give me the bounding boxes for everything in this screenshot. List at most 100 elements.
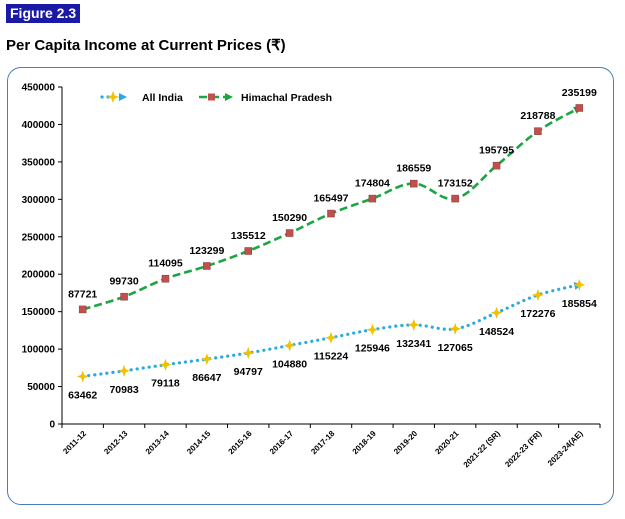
data-point-himachal-pradesh (575, 104, 584, 112)
data-point-himachal-pradesh (368, 194, 377, 203)
data-label: 70983 (109, 384, 138, 396)
data-label: 114095 (148, 258, 183, 270)
data-point-all-india (407, 318, 420, 331)
series-layer (76, 104, 586, 383)
data-label: 174804 (355, 178, 390, 190)
x-tick-label: 2018-19 (351, 429, 379, 457)
x-tick-label: 2012-13 (102, 429, 130, 457)
x-tick-label: 2017-18 (309, 429, 337, 457)
x-tick-label: 2022-23 (FR) (503, 429, 543, 469)
data-label: 94797 (234, 366, 263, 378)
data-label: 165497 (313, 193, 348, 205)
data-point-himachal-pradesh (492, 161, 501, 170)
legend-label-all-india: All India (142, 92, 183, 104)
data-label: 79118 (151, 378, 180, 390)
point-marker (76, 370, 89, 383)
data-point-himachal-pradesh (410, 179, 418, 188)
legend-marker-himachal-pradesh (208, 93, 215, 101)
point-marker (490, 306, 503, 319)
data-point-himachal-pradesh (78, 305, 87, 314)
y-tick-label: 50000 (27, 382, 55, 393)
point-marker (242, 347, 255, 360)
data-label: 186559 (396, 163, 431, 175)
point-marker (200, 353, 213, 366)
data-point-all-india (366, 323, 379, 336)
data-point-all-india (118, 364, 131, 377)
data-point-all-india (159, 358, 172, 371)
data-point-all-india (449, 322, 462, 335)
data-point-himachal-pradesh (244, 247, 252, 255)
data-label: 86647 (192, 372, 221, 384)
data-point-all-india (200, 353, 213, 366)
point-marker (531, 288, 544, 301)
y-tick-label: 0 (49, 420, 55, 431)
chart-frame (7, 67, 614, 505)
data-point-all-india (573, 278, 586, 291)
point-marker (325, 331, 337, 344)
data-label: 172276 (520, 308, 555, 320)
data-label: 150290 (272, 212, 307, 224)
legend-marker-all-india (107, 91, 119, 103)
data-label: 63462 (68, 389, 97, 401)
point-marker (366, 323, 379, 336)
data-point-himachal-pradesh (161, 274, 170, 283)
data-label: 99730 (109, 276, 138, 288)
y-tick-label: 400000 (22, 120, 56, 131)
data-label: 132341 (396, 338, 431, 350)
data-label: 173152 (438, 178, 473, 190)
data-label: 218788 (520, 110, 555, 122)
x-tick-label: 2015-16 (227, 429, 255, 457)
labels-layer: 63462 70983 79118 86647 94797 104880 115224 125… (68, 87, 597, 402)
data-label: 115224 (314, 351, 349, 363)
data-label: 135512 (231, 230, 266, 242)
x-tick-label: 2016-17 (268, 429, 296, 457)
y-tick-label: 200000 (22, 270, 56, 281)
y-tick-label: 300000 (22, 195, 56, 206)
chart-title: Per Capita Income at Current Prices (₹) (6, 37, 286, 54)
data-point-himachal-pradesh (120, 292, 128, 301)
point-marker (573, 278, 586, 291)
data-label: 148524 (479, 326, 514, 338)
x-tick-label: 2021-22 (SR) (462, 429, 503, 470)
data-label: 87721 (68, 288, 97, 300)
point-marker (118, 364, 131, 377)
y-tick-label: 350000 (22, 157, 56, 168)
data-point-all-india (76, 370, 89, 383)
point-marker (449, 322, 462, 335)
data-label: 127065 (438, 342, 473, 354)
x-tick-label: 2023-24(AE) (546, 429, 585, 468)
legend: All India Himachal Pradesh (100, 91, 332, 104)
data-point-himachal-pradesh (451, 194, 459, 203)
data-point-all-india (490, 306, 503, 319)
series-line-himachal-pradesh (82, 106, 582, 311)
figure-label: Figure 2.3 (6, 4, 81, 23)
data-point-himachal-pradesh (327, 209, 335, 218)
y-tick-label: 450000 (22, 83, 56, 94)
data-point-all-india (531, 288, 544, 301)
point-marker (283, 339, 296, 352)
x-tick-label: 2013-14 (144, 429, 172, 457)
data-point-himachal-pradesh (534, 127, 542, 135)
point-marker (159, 358, 172, 371)
x-tick-label: 2020-21 (433, 429, 461, 457)
data-point-himachal-pradesh (203, 262, 211, 270)
axes: 0 50000 100000 150000 200000 250000 300000 3500… (22, 83, 601, 470)
data-point-all-india (283, 339, 296, 352)
data-label: 195795 (479, 145, 514, 157)
point-marker (407, 318, 420, 331)
y-tick-label: 100000 (22, 345, 56, 356)
x-tick-label: 2014-15 (185, 429, 213, 457)
data-point-all-india (325, 331, 337, 344)
data-label: 123299 (189, 245, 224, 257)
legend-label-himachal-pradesh: Himachal Pradesh (241, 92, 332, 104)
data-label: 185854 (562, 298, 597, 310)
y-tick-label: 250000 (22, 232, 56, 243)
y-tick-label: 150000 (22, 307, 56, 318)
data-label: 235199 (562, 87, 597, 99)
data-label: 104880 (272, 358, 307, 370)
data-point-himachal-pradesh (285, 229, 294, 237)
data-label: 125946 (355, 343, 390, 355)
data-point-all-india (242, 347, 255, 360)
x-tick-label: 2019-20 (392, 429, 420, 457)
